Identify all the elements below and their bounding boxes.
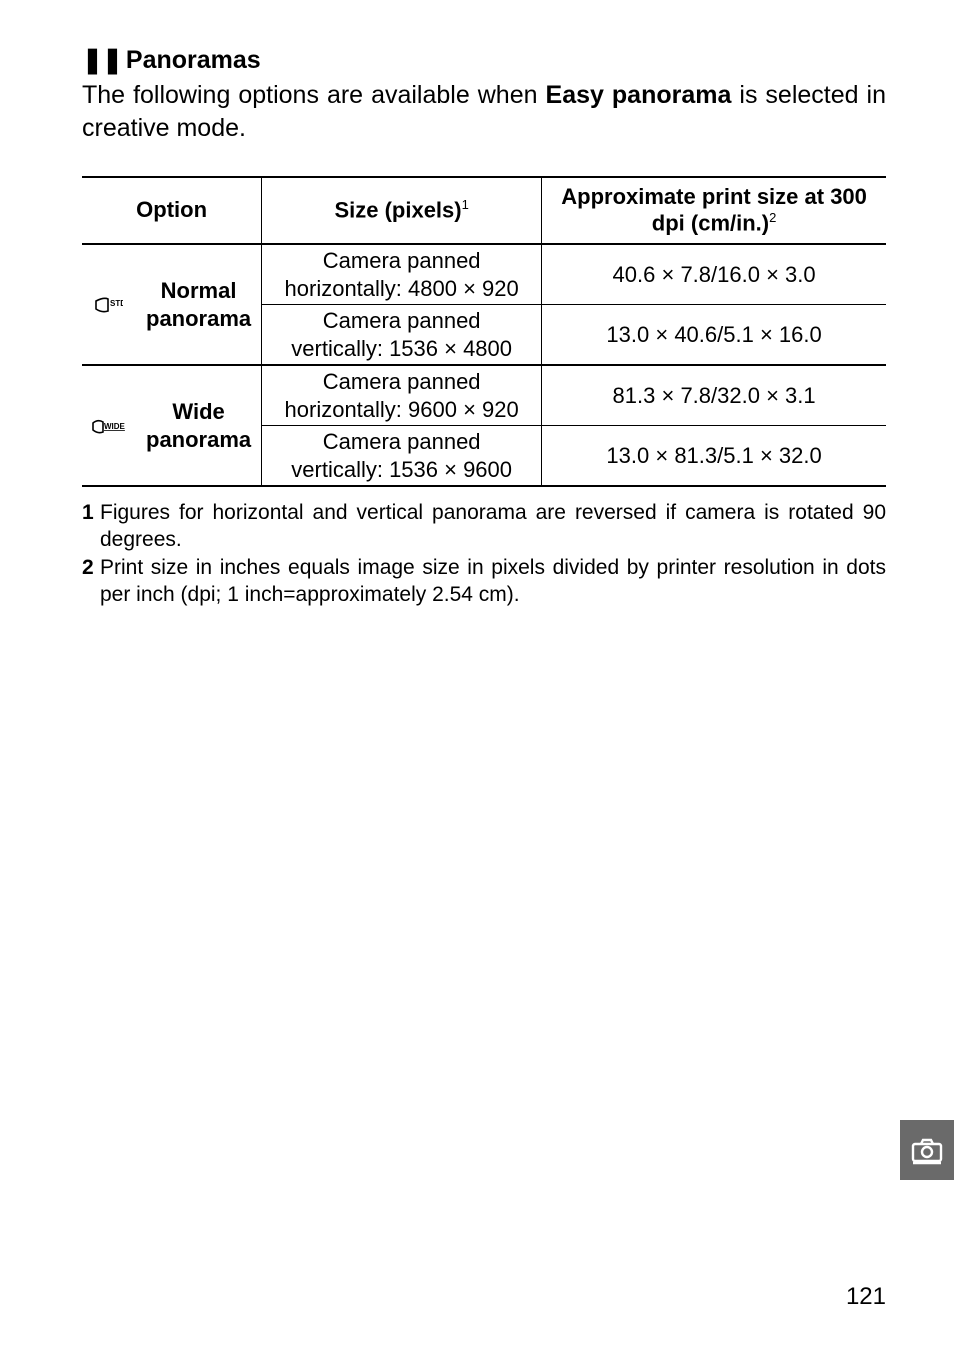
size-cell: Camera panned horizontally: 4800 × 920: [262, 244, 542, 305]
print-cell: 40.6 × 7.8/16.0 × 3.0: [542, 244, 886, 305]
option-label: Wide panorama: [136, 365, 262, 486]
footnote-number: 2: [82, 554, 100, 609]
intro-before: The following options are available when: [82, 81, 546, 109]
footnote: 1 Figures for horizontal and vertical pa…: [82, 499, 886, 554]
size-cell: Camera panned horizontally: 9600 × 920: [262, 365, 542, 426]
print-cell: 13.0 × 40.6/5.1 × 16.0: [542, 305, 886, 366]
std-icon: STD: [95, 296, 123, 314]
side-tab: [900, 1120, 954, 1180]
heading-text: Panoramas: [126, 46, 261, 74]
manual-page: ❚❚Panoramas The following options are av…: [0, 0, 954, 1345]
option-label: Normal panorama: [136, 244, 262, 365]
wide-icon: WIDE: [92, 418, 126, 434]
intro-bold: Easy panorama: [546, 81, 732, 109]
svg-text:STD: STD: [110, 299, 123, 308]
panorama-std-icon: STD: [82, 244, 136, 365]
camera-icon: [910, 1135, 944, 1165]
panorama-wide-icon: WIDE: [82, 365, 136, 486]
col-option: Option: [82, 177, 262, 244]
page-number: 121: [846, 1283, 886, 1311]
size-cell: Camera panned vertically: 1536 × 4800: [262, 305, 542, 366]
footnote-text: Print size in inches equals image size i…: [100, 554, 886, 609]
section-heading: ❚❚Panoramas: [82, 44, 886, 77]
size-cell: Camera panned vertically: 1536 × 9600: [262, 426, 542, 487]
col-print: Approximate print size at 300 dpi (cm/in…: [542, 177, 886, 244]
footnotes: 1 Figures for horizontal and vertical pa…: [82, 499, 886, 608]
print-cell: 13.0 × 81.3/5.1 × 32.0: [542, 426, 886, 487]
table-row: STD Normal panorama Camera panned horizo…: [82, 244, 886, 305]
table-row: WIDE Wide panorama Camera panned horizon…: [82, 365, 886, 426]
footnote-number: 1: [82, 499, 100, 554]
intro-paragraph: The following options are available when…: [82, 79, 886, 147]
print-cell: 81.3 × 7.8/32.0 × 3.1: [542, 365, 886, 426]
col-size: Size (pixels)1: [262, 177, 542, 244]
panorama-table: Option Size (pixels)1 Approximate print …: [82, 176, 886, 487]
table-header-row: Option Size (pixels)1 Approximate print …: [82, 177, 886, 244]
heading-marker: ❚❚: [82, 46, 122, 74]
footnote: 2 Print size in inches equals image size…: [82, 554, 886, 609]
footnote-text: Figures for horizontal and vertical pano…: [100, 499, 886, 554]
svg-text:WIDE: WIDE: [104, 422, 126, 431]
